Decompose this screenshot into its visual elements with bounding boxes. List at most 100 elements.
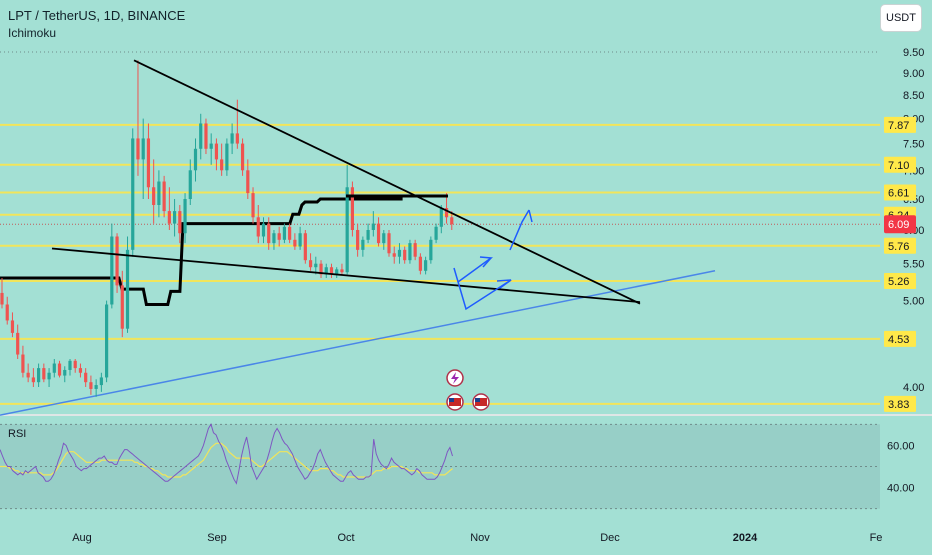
price-axis-tick: 9.50 — [903, 47, 924, 59]
candle-body — [110, 236, 114, 305]
candle-body — [340, 269, 344, 273]
candle-body — [429, 239, 433, 261]
date-axis-tick: Fe — [870, 532, 883, 544]
candle-body — [162, 181, 166, 212]
price-level-tag: 5.26 — [888, 276, 909, 288]
indicator-label[interactable]: Ichimoku — [8, 26, 57, 40]
flag-stripes — [475, 398, 487, 406]
flag-canton — [449, 398, 454, 402]
candle-body — [277, 233, 281, 240]
candle-body — [172, 211, 177, 224]
candle-body — [99, 377, 103, 386]
candle-body — [240, 143, 245, 171]
candle-body — [366, 229, 370, 240]
candle-body — [225, 143, 229, 171]
price-level-tag-bg — [884, 116, 916, 133]
date-axis-tick: 2024 — [733, 532, 758, 544]
currency-button[interactable]: USDT — [880, 4, 922, 32]
candle-body — [136, 138, 140, 160]
candle-body — [314, 263, 318, 268]
price-level-tag: 5.76 — [888, 241, 909, 253]
price-axis-tick: 5.50 — [903, 259, 924, 271]
price-level-tag: 4.53 — [888, 334, 909, 346]
candle-body — [418, 256, 422, 271]
candle-body — [272, 233, 276, 244]
resistance-trendline — [133, 59, 641, 305]
date-axis-tick: Aug — [72, 532, 92, 544]
price-level-tag: 3.83 — [888, 399, 909, 411]
rsi-axis-tick: 60.00 — [887, 440, 915, 452]
price-axis-tick: 4.00 — [903, 382, 924, 394]
candle-body — [345, 187, 349, 273]
date-axis-tick: Sep — [207, 532, 227, 544]
price-level-tag: 7.10 — [888, 160, 909, 172]
rsi-label[interactable]: RSI — [8, 428, 27, 440]
candle-body — [42, 368, 46, 380]
candle-body — [47, 372, 51, 380]
price-level-tag-bg — [884, 272, 916, 289]
candle-body — [251, 193, 255, 218]
candle-body — [282, 226, 287, 240]
candle-body — [371, 223, 375, 230]
candle-body — [57, 363, 62, 376]
candle-body — [188, 170, 192, 199]
price-level-tag-bg — [884, 184, 916, 201]
candle-body — [397, 249, 402, 257]
flag-canton — [475, 398, 480, 402]
lightning-icon — [446, 369, 464, 387]
candle-body — [387, 233, 391, 254]
rsi-ma-line — [0, 442, 453, 478]
candle-body — [376, 223, 381, 244]
candle-body — [178, 211, 182, 234]
candle-body — [125, 249, 130, 329]
candle-body — [392, 253, 396, 257]
date-axis-tick: Dec — [600, 532, 620, 544]
chart-title-block: LPT / TetherUS, 1D, BINANCE Ichimoku — [8, 8, 185, 40]
candle-body — [361, 239, 365, 250]
candle-body — [183, 198, 187, 234]
candle-body — [298, 233, 302, 247]
candle-body — [37, 368, 41, 383]
projection-arrow-up — [509, 209, 530, 251]
candle-body — [356, 229, 360, 250]
candle-body — [199, 123, 203, 149]
ichimoku-base-line — [0, 197, 403, 306]
current-price-tag-bg — [884, 215, 916, 234]
candle-body — [68, 360, 72, 370]
price-axis-tick: 8.50 — [903, 90, 924, 102]
candle-body — [235, 133, 239, 144]
candle-body — [10, 320, 15, 333]
candle-body — [382, 233, 386, 244]
price-axis-tick: 7.50 — [903, 139, 924, 151]
candle-body — [246, 170, 250, 194]
price-axis-tick: 9.00 — [903, 68, 924, 80]
candle-body — [16, 332, 20, 355]
rsi-line — [0, 423, 453, 485]
candle-body — [329, 267, 334, 275]
projection-arrow-short — [457, 256, 494, 283]
candle-body — [303, 233, 307, 261]
candle-body — [31, 377, 35, 383]
price-level-tag: 6.61 — [888, 187, 909, 199]
symbol-title[interactable]: LPT / TetherUS, 1D, BINANCE — [8, 8, 186, 23]
rsi-axis-tick: 40.00 — [887, 483, 915, 495]
candle-body — [141, 138, 145, 160]
candle-body — [115, 236, 119, 286]
price-level-tag-bg — [884, 237, 916, 254]
candle-body — [157, 181, 161, 206]
candle-body — [21, 354, 25, 373]
candle-body — [335, 269, 339, 275]
candle-body — [152, 187, 156, 206]
date-axis-tick: Nov — [470, 532, 490, 544]
candle-body — [52, 363, 56, 373]
candle-body — [209, 143, 213, 149]
current-price-tag: 6.09 — [888, 219, 909, 231]
price-axis-tick: 5.00 — [903, 296, 924, 308]
projection-arrow-head — [499, 279, 512, 289]
candle-body — [324, 267, 328, 275]
candle-body — [319, 263, 323, 275]
us-flag-icon — [446, 393, 464, 411]
candle-body — [403, 249, 407, 261]
